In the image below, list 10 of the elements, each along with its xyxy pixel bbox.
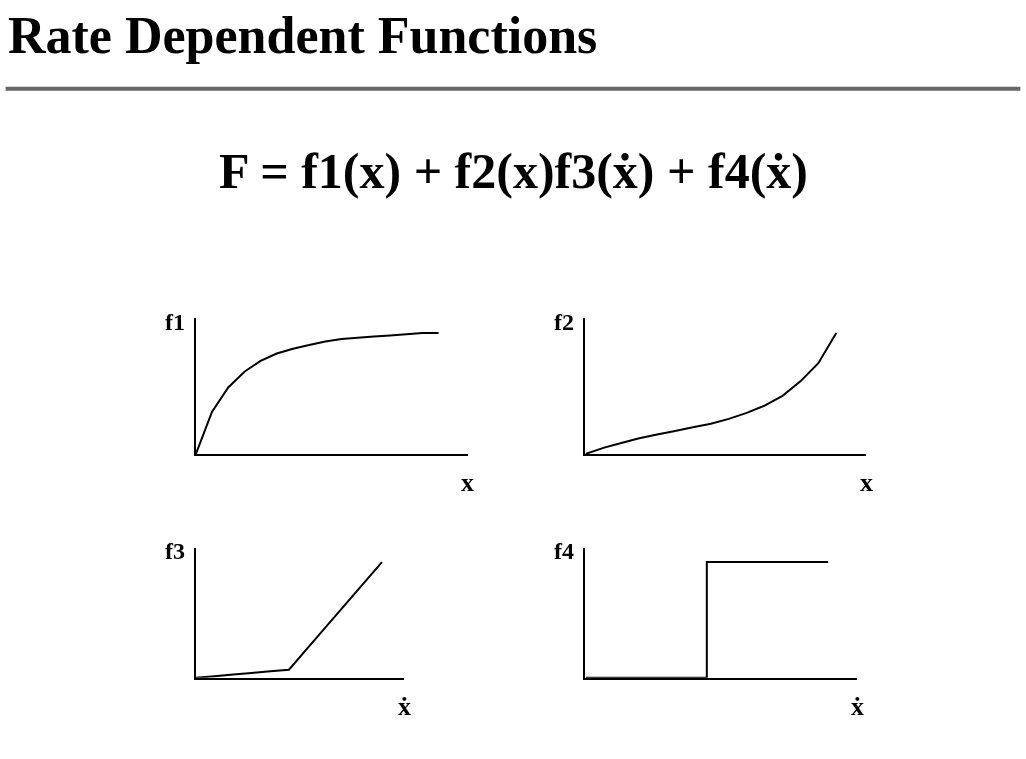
x-axis-title: x: [860, 468, 873, 497]
y-axis-title: f3: [165, 538, 185, 564]
y-axis-title: f2: [554, 309, 574, 335]
x-axis-title: ẋ: [851, 692, 864, 721]
chart-title: Rate Dependent Functions: [8, 7, 598, 64]
x-axis-title: x: [461, 468, 474, 497]
y-axis-title: f4: [554, 538, 574, 564]
x-axis-title: ẋ: [398, 692, 411, 721]
y-axis-title: f1: [165, 309, 185, 335]
chart-subtitle: F = f1(x) + f2(x)f3(ẋ) + f4(ẋ): [219, 143, 808, 199]
